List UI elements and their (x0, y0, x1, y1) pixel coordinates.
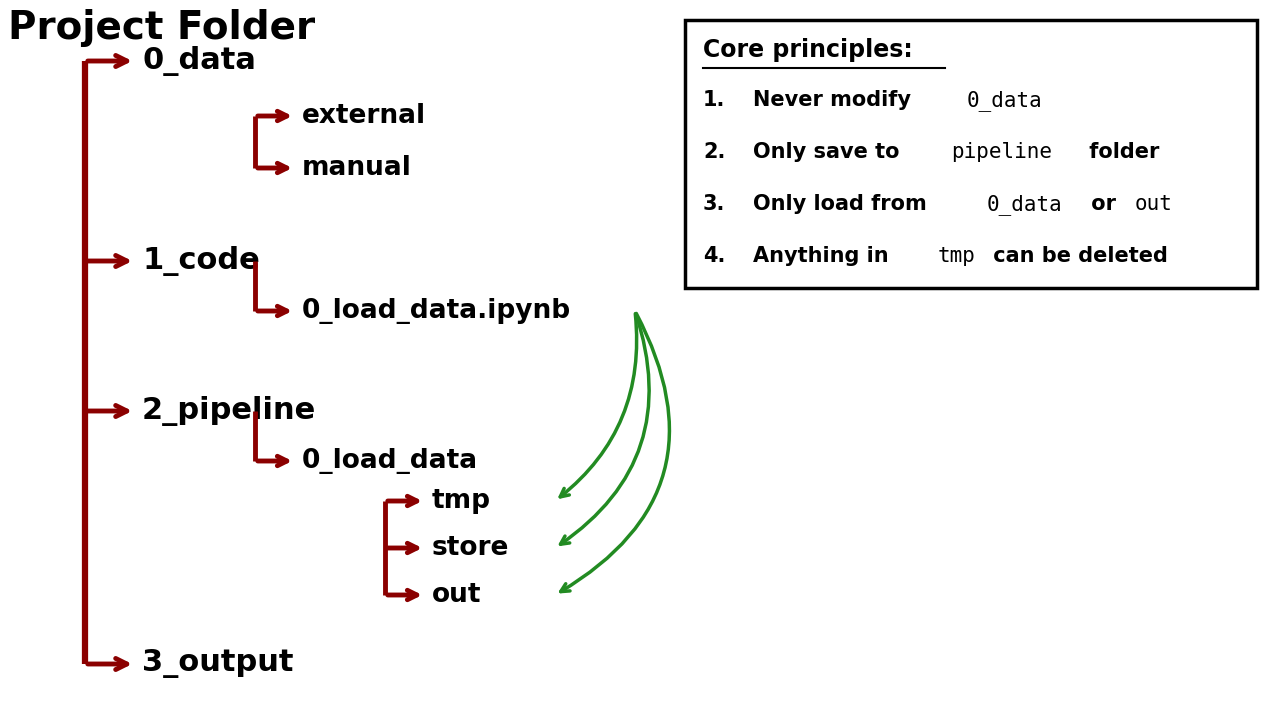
Text: Only save to: Only save to (753, 142, 906, 162)
Text: can be deleted: can be deleted (986, 246, 1169, 266)
Text: 1_code: 1_code (142, 246, 260, 276)
Text: Never modify: Never modify (753, 90, 918, 110)
Text: external: external (302, 103, 426, 129)
Text: Anything in: Anything in (753, 246, 896, 266)
Text: out: out (433, 582, 481, 608)
Text: 0_data: 0_data (142, 46, 256, 76)
Text: Core principles:: Core principles: (703, 38, 913, 62)
Text: 3_output: 3_output (142, 649, 293, 679)
Text: folder: folder (1082, 142, 1160, 162)
Text: 2.: 2. (703, 142, 726, 162)
Text: 0_data: 0_data (987, 194, 1062, 215)
Text: tmp: tmp (937, 246, 975, 266)
Text: 3.: 3. (703, 194, 726, 214)
Text: 0_load_data.ipynb: 0_load_data.ipynb (302, 298, 571, 324)
Text: Only load from: Only load from (753, 194, 934, 214)
Text: or: or (1084, 194, 1124, 214)
Text: Project Folder: Project Folder (8, 9, 315, 47)
FancyBboxPatch shape (685, 20, 1257, 288)
Text: 2_pipeline: 2_pipeline (142, 396, 316, 426)
Text: pipeline: pipeline (951, 142, 1052, 162)
Text: 0_load_data: 0_load_data (302, 448, 479, 474)
Text: manual: manual (302, 155, 412, 181)
Text: tmp: tmp (433, 488, 492, 514)
Text: 4.: 4. (703, 246, 726, 266)
Text: store: store (433, 535, 509, 561)
Text: 0_data: 0_data (966, 90, 1042, 111)
Text: out: out (1135, 194, 1172, 214)
Text: 1.: 1. (703, 90, 726, 110)
